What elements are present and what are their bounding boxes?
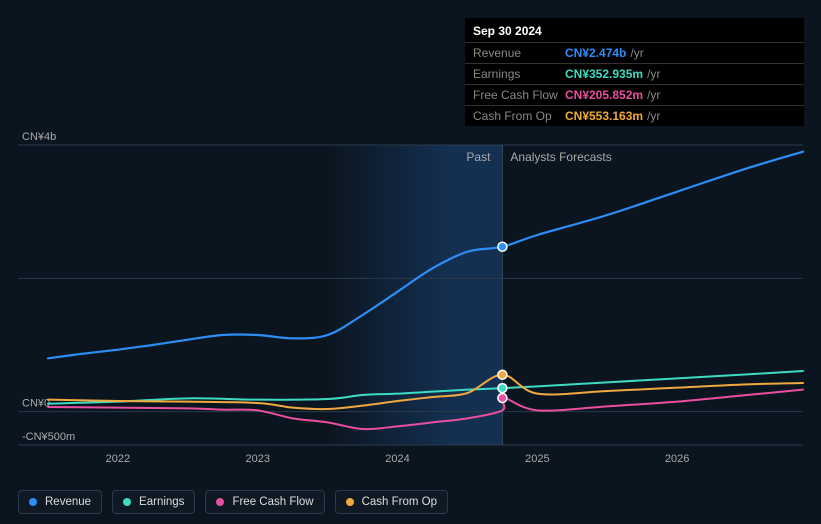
chart-tooltip: Sep 30 2024 RevenueCN¥2.474b/yrEarningsC… — [465, 18, 804, 126]
legend-item-label: Earnings — [139, 496, 184, 508]
y-axis-label: CN¥0 — [22, 398, 50, 410]
tooltip-row-label: Cash From Op — [473, 109, 565, 123]
x-axis-label: 2024 — [385, 453, 409, 465]
tooltip-date: Sep 30 2024 — [465, 18, 804, 43]
tooltip-row: RevenueCN¥2.474b/yr — [465, 43, 804, 64]
legend-item-label: Cash From Op — [362, 496, 437, 508]
tooltip-row-unit: /yr — [630, 46, 643, 60]
tooltip-row: EarningsCN¥352.935m/yr — [465, 64, 804, 85]
legend-item-label: Revenue — [45, 496, 91, 508]
legend-item-label: Free Cash Flow — [232, 496, 313, 508]
legend-item-earnings[interactable]: Earnings — [112, 490, 195, 514]
tooltip-row-value: CN¥553.163m — [565, 109, 643, 123]
chart-legend: Revenue Earnings Free Cash Flow Cash From O… — [18, 490, 448, 514]
tooltip-row-label: Free Cash Flow — [473, 88, 565, 102]
tooltip-row-value: CN¥2.474b — [565, 46, 626, 60]
x-axis-label: 2025 — [525, 453, 549, 465]
y-axis-label: -CN¥500m — [22, 431, 75, 443]
tooltip-row-unit: /yr — [647, 109, 660, 123]
legend-item-cfo[interactable]: Cash From Op — [335, 490, 448, 514]
y-axis-label: CN¥4b — [22, 131, 56, 143]
region-label-forecast: Analysts Forecasts — [510, 150, 611, 164]
tooltip-row-unit: /yr — [647, 88, 660, 102]
tooltip-row-label: Earnings — [473, 67, 565, 81]
marker-revenue — [498, 242, 507, 251]
tooltip-row-unit: /yr — [647, 67, 660, 81]
x-axis-label: 2026 — [665, 453, 689, 465]
legend-dot-icon — [216, 498, 224, 506]
tooltip-row: Cash From OpCN¥553.163m/yr — [465, 106, 804, 126]
legend-dot-icon — [346, 498, 354, 506]
tooltip-row-value: CN¥205.852m — [565, 88, 643, 102]
legend-dot-icon — [29, 498, 37, 506]
marker-fcf — [498, 394, 507, 403]
marker-cfo — [498, 370, 507, 379]
marker-earnings — [498, 384, 507, 393]
x-axis-label: 2022 — [106, 453, 130, 465]
legend-item-fcf[interactable]: Free Cash Flow — [205, 490, 324, 514]
legend-item-revenue[interactable]: Revenue — [18, 490, 102, 514]
legend-dot-icon — [123, 498, 131, 506]
x-axis-label: 2023 — [245, 453, 269, 465]
tooltip-row: Free Cash FlowCN¥205.852m/yr — [465, 85, 804, 106]
region-label-past: Past — [466, 150, 490, 164]
tooltip-row-value: CN¥352.935m — [565, 67, 643, 81]
financials-chart: CN¥4b CN¥0 -CN¥500m 2022 2023 2024 2025 2026 Se… — [0, 0, 821, 524]
tooltip-row-label: Revenue — [473, 46, 565, 60]
